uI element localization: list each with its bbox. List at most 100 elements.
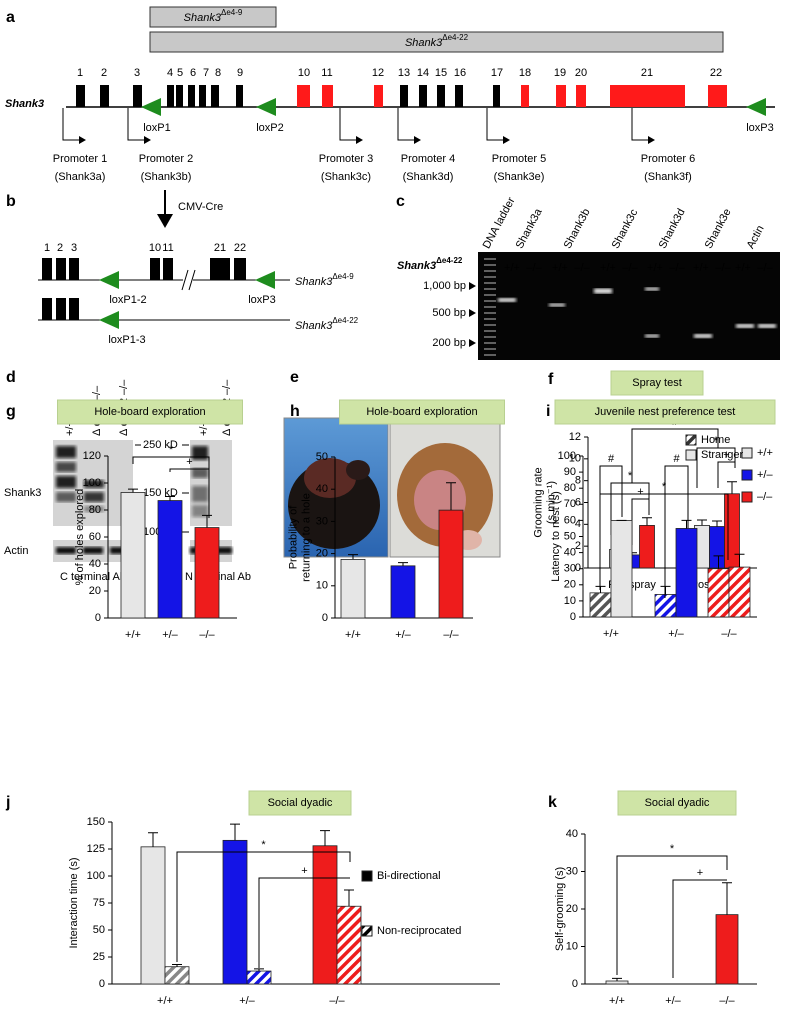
panel-label: h xyxy=(290,403,300,420)
exon xyxy=(708,85,727,107)
exon xyxy=(167,85,174,107)
significance-bracket xyxy=(672,879,727,978)
y-tick-label: 10 xyxy=(566,940,578,952)
blot-band xyxy=(56,492,76,502)
ladder-band xyxy=(484,258,496,260)
exon xyxy=(199,85,206,107)
ladder-band xyxy=(484,342,496,344)
blot-band xyxy=(84,506,104,512)
marker-arrow xyxy=(469,282,476,290)
x-tick-label: +/– xyxy=(395,629,411,641)
gel-band xyxy=(694,334,712,338)
chart-title: Juvenile nest preference test xyxy=(595,406,736,418)
exon xyxy=(234,258,246,280)
legend-swatch xyxy=(741,447,753,459)
y-tick-label: 50 xyxy=(564,530,576,542)
gel-band xyxy=(498,298,516,302)
promoter-isoform: (Shank3e) xyxy=(494,171,545,183)
blot-band xyxy=(84,492,104,502)
significance-bracket xyxy=(176,851,351,962)
significance-bracket xyxy=(631,428,719,483)
significance-bracket xyxy=(616,855,728,975)
y-tick-label: 10 xyxy=(316,580,328,592)
panel-label: i xyxy=(546,403,550,420)
chart-title: Social dyadic xyxy=(645,797,710,809)
promoter-isoform: (Shank3b) xyxy=(141,171,192,183)
panel-label: e xyxy=(290,369,299,386)
y-tick-label: 0 xyxy=(95,612,101,624)
exon-label: 2 xyxy=(57,242,63,254)
y-axis-label-line: Probability of xyxy=(287,505,299,570)
error-bar xyxy=(446,482,456,511)
exon-label: 22 xyxy=(710,67,722,79)
significance-bracket xyxy=(169,468,210,518)
bar xyxy=(709,526,725,569)
x-tick-label: +/+ xyxy=(125,629,141,641)
significance-bracket xyxy=(258,877,350,968)
exon-label: 5 xyxy=(177,67,183,79)
significance-bracket xyxy=(664,465,689,598)
ladder-band xyxy=(484,264,496,266)
exon xyxy=(493,85,500,107)
gel-band xyxy=(758,324,776,328)
exon xyxy=(69,258,79,280)
exon xyxy=(133,85,142,107)
y-tick-label: 75 xyxy=(93,897,105,909)
marker-arrow xyxy=(469,309,476,317)
significance-bracket xyxy=(696,447,736,488)
exon-label: 17 xyxy=(491,67,503,79)
legend-swatch xyxy=(685,434,697,446)
error-bar xyxy=(172,964,182,967)
exon-label: 1 xyxy=(77,67,83,79)
legend-swatch xyxy=(741,469,753,481)
y-tick-label: 80 xyxy=(89,504,101,516)
y-axis-label-line: Grooming rate xyxy=(532,467,544,537)
loxp-site xyxy=(99,271,119,289)
exon xyxy=(297,85,310,107)
exon xyxy=(400,85,408,107)
exon-label: 1 xyxy=(44,242,50,254)
exon xyxy=(56,298,66,320)
deletion-label: Shank3Δe4-9 xyxy=(184,8,243,24)
y-tick-label: 20 xyxy=(564,579,576,591)
x-tick-label: –/– xyxy=(719,995,735,1007)
legend-label: –/– xyxy=(757,491,773,503)
y-axis-label: Grooming rate(s min⁻¹) xyxy=(532,467,557,537)
bar xyxy=(246,970,272,985)
genotype-label: –/– xyxy=(622,262,638,274)
x-tick-label: +/– xyxy=(239,995,255,1007)
exon-label: 9 xyxy=(237,67,243,79)
size-label: 150 kD xyxy=(143,487,178,499)
blot-band xyxy=(56,462,76,472)
promoter-arrow xyxy=(397,108,421,144)
exon-label: 21 xyxy=(214,242,226,254)
y-axis-label: Probability ofreturning to a hole xyxy=(287,493,312,582)
size-marker: 200 bp xyxy=(432,337,466,349)
mouse-ear xyxy=(346,460,370,480)
gel xyxy=(478,252,780,360)
bar xyxy=(222,839,248,985)
legend-label: +/– xyxy=(757,469,773,481)
bar xyxy=(336,905,362,985)
blot-band xyxy=(192,486,208,502)
bar xyxy=(589,592,612,618)
y-tick-label: 4 xyxy=(575,518,581,530)
y-tick-label: 100 xyxy=(83,477,101,489)
protein-label: Shank3 xyxy=(4,487,41,499)
x-tick-label: +/– xyxy=(162,629,178,641)
y-tick-label: 0 xyxy=(322,612,328,624)
x-tick-label: –/– xyxy=(199,629,215,641)
error-bar xyxy=(734,553,745,568)
significance-mark: # xyxy=(608,453,615,465)
loxp-label: loxP3 xyxy=(746,122,774,134)
y-tick-label: 60 xyxy=(564,514,576,526)
genotype-label: +/+ xyxy=(693,262,709,274)
significance-mark: * xyxy=(714,435,719,447)
actin-band xyxy=(56,547,76,554)
ladder-band xyxy=(484,312,496,314)
promoter-arrow xyxy=(127,108,151,144)
exon xyxy=(455,85,463,107)
bar xyxy=(120,492,146,619)
y-tick-label: 50 xyxy=(93,924,105,936)
ladder-band xyxy=(484,318,496,320)
